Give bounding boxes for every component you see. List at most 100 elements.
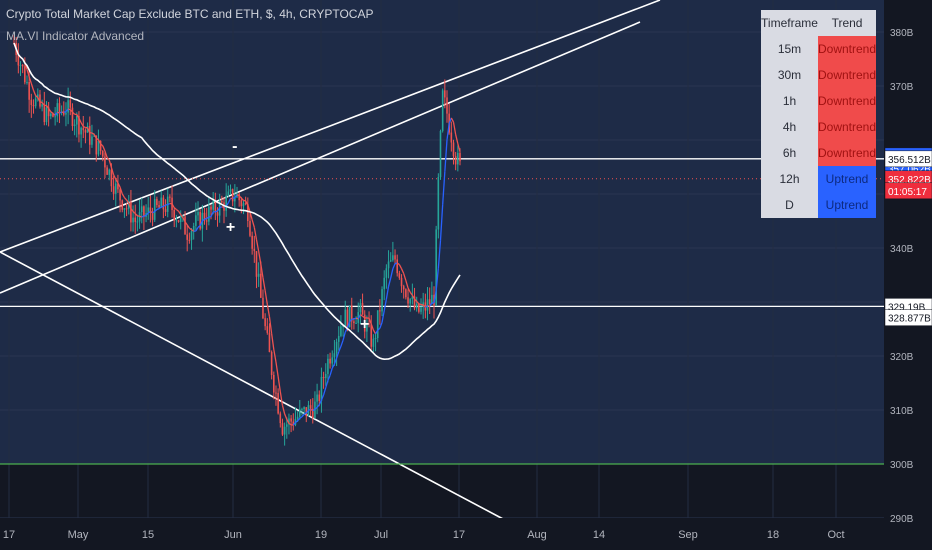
- fast-ma-segment: [299, 416, 303, 419]
- candle: [316, 394, 318, 402]
- fast-ma-segment: [123, 197, 128, 201]
- candle: [251, 235, 253, 249]
- fast-ma-segment: [418, 303, 422, 306]
- fast-ma-segment: [377, 327, 381, 331]
- candle: [331, 357, 334, 364]
- candle: [275, 392, 277, 394]
- candle: [231, 189, 234, 202]
- candle: [264, 318, 266, 327]
- fast-ma-segment: [381, 310, 385, 323]
- fast-ma-segment: [91, 132, 95, 135]
- fast-ma-segment: [126, 199, 130, 204]
- candle: [210, 206, 212, 210]
- candle: [216, 212, 219, 216]
- y-tick-label: 290B: [890, 514, 914, 525]
- candle: [318, 394, 321, 402]
- candle: [32, 104, 35, 107]
- trend-cell: Downtrend: [818, 62, 877, 88]
- x-tick-label: Jun: [224, 529, 242, 541]
- candle: [279, 413, 282, 424]
- fast-ma-segment: [65, 108, 69, 113]
- fast-ma-segment: [362, 315, 366, 319]
- candle: [398, 273, 401, 278]
- candle: [337, 335, 340, 342]
- y-tick-label: 340B: [890, 244, 914, 255]
- candle: [454, 156, 457, 165]
- candle: [441, 90, 444, 131]
- candle: [195, 215, 197, 226]
- fast-ma-segment: [143, 214, 147, 217]
- candle: [396, 259, 399, 274]
- candle: [41, 104, 43, 107]
- fast-ma-segment: [147, 210, 151, 214]
- candle: [47, 107, 50, 117]
- fast-ma-segment: [152, 210, 156, 214]
- price-tag-label: 328.877B: [888, 314, 931, 325]
- fast-ma-segment: [424, 305, 428, 308]
- signal-marker: -: [232, 138, 237, 155]
- candle: [400, 277, 403, 287]
- candle: [30, 99, 33, 105]
- candle: [93, 135, 95, 137]
- fast-ma-segment: [398, 264, 403, 269]
- candle: [342, 326, 344, 328]
- trend-table-header: Timeframe Trend: [761, 10, 877, 36]
- fast-ma-segment: [175, 208, 179, 212]
- candle: [320, 376, 323, 402]
- timeframe-cell: 12h: [761, 166, 818, 192]
- trend-table: Timeframe Trend 15m Downtrend 30m Downtren…: [761, 10, 877, 218]
- candle: [164, 209, 167, 212]
- fast-ma-segment: [245, 200, 249, 206]
- candle: [221, 200, 223, 203]
- candle: [151, 212, 154, 220]
- candle: [82, 127, 85, 131]
- candle: [75, 115, 78, 125]
- candle: [160, 197, 163, 208]
- candle: [385, 268, 388, 278]
- candle: [19, 64, 22, 66]
- candle: [428, 299, 431, 305]
- candle: [197, 212, 199, 216]
- slow-ma-line: [13, 42, 461, 361]
- fast-ma-segment: [188, 227, 192, 231]
- fast-ma-segment: [320, 394, 325, 401]
- candle: [389, 260, 392, 262]
- fast-ma-segment: [186, 224, 190, 229]
- fast-ma-segment: [318, 399, 323, 406]
- fast-ma-segment: [173, 207, 177, 211]
- trend-line: [0, 0, 661, 253]
- candle: [450, 132, 453, 143]
- candle: [348, 305, 351, 328]
- fast-ma-segment: [167, 202, 171, 206]
- trend-line: [0, 21, 641, 294]
- fast-ma-segment: [288, 422, 292, 426]
- candle: [405, 289, 407, 298]
- candle: [34, 98, 37, 107]
- fast-ma-segment: [108, 159, 113, 168]
- fast-ma-segment: [308, 408, 311, 412]
- fast-ma-segment: [270, 333, 275, 350]
- signal-marker: +: [226, 219, 235, 236]
- fast-ma-segment: [314, 406, 318, 410]
- fast-ma-segment: [216, 207, 221, 212]
- fast-ma-segment: [93, 133, 97, 139]
- fast-ma-segment: [177, 210, 182, 215]
- x-tick-label: May: [68, 529, 89, 541]
- candle: [340, 326, 342, 336]
- fast-ma-segment: [39, 101, 43, 104]
- candle: [359, 303, 362, 313]
- fast-ma-segment: [150, 210, 153, 214]
- fast-ma-segment: [184, 221, 188, 226]
- fast-ma-segment: [76, 114, 80, 119]
- fast-ma-segment: [360, 314, 363, 317]
- fast-ma-segment: [338, 346, 342, 353]
- candle: [203, 212, 206, 221]
- candle: [240, 200, 243, 207]
- candle: [97, 140, 100, 155]
- candle: [242, 203, 245, 207]
- candle: [134, 217, 137, 222]
- candle: [106, 167, 108, 175]
- candle: [136, 221, 139, 223]
- candle: [415, 303, 418, 309]
